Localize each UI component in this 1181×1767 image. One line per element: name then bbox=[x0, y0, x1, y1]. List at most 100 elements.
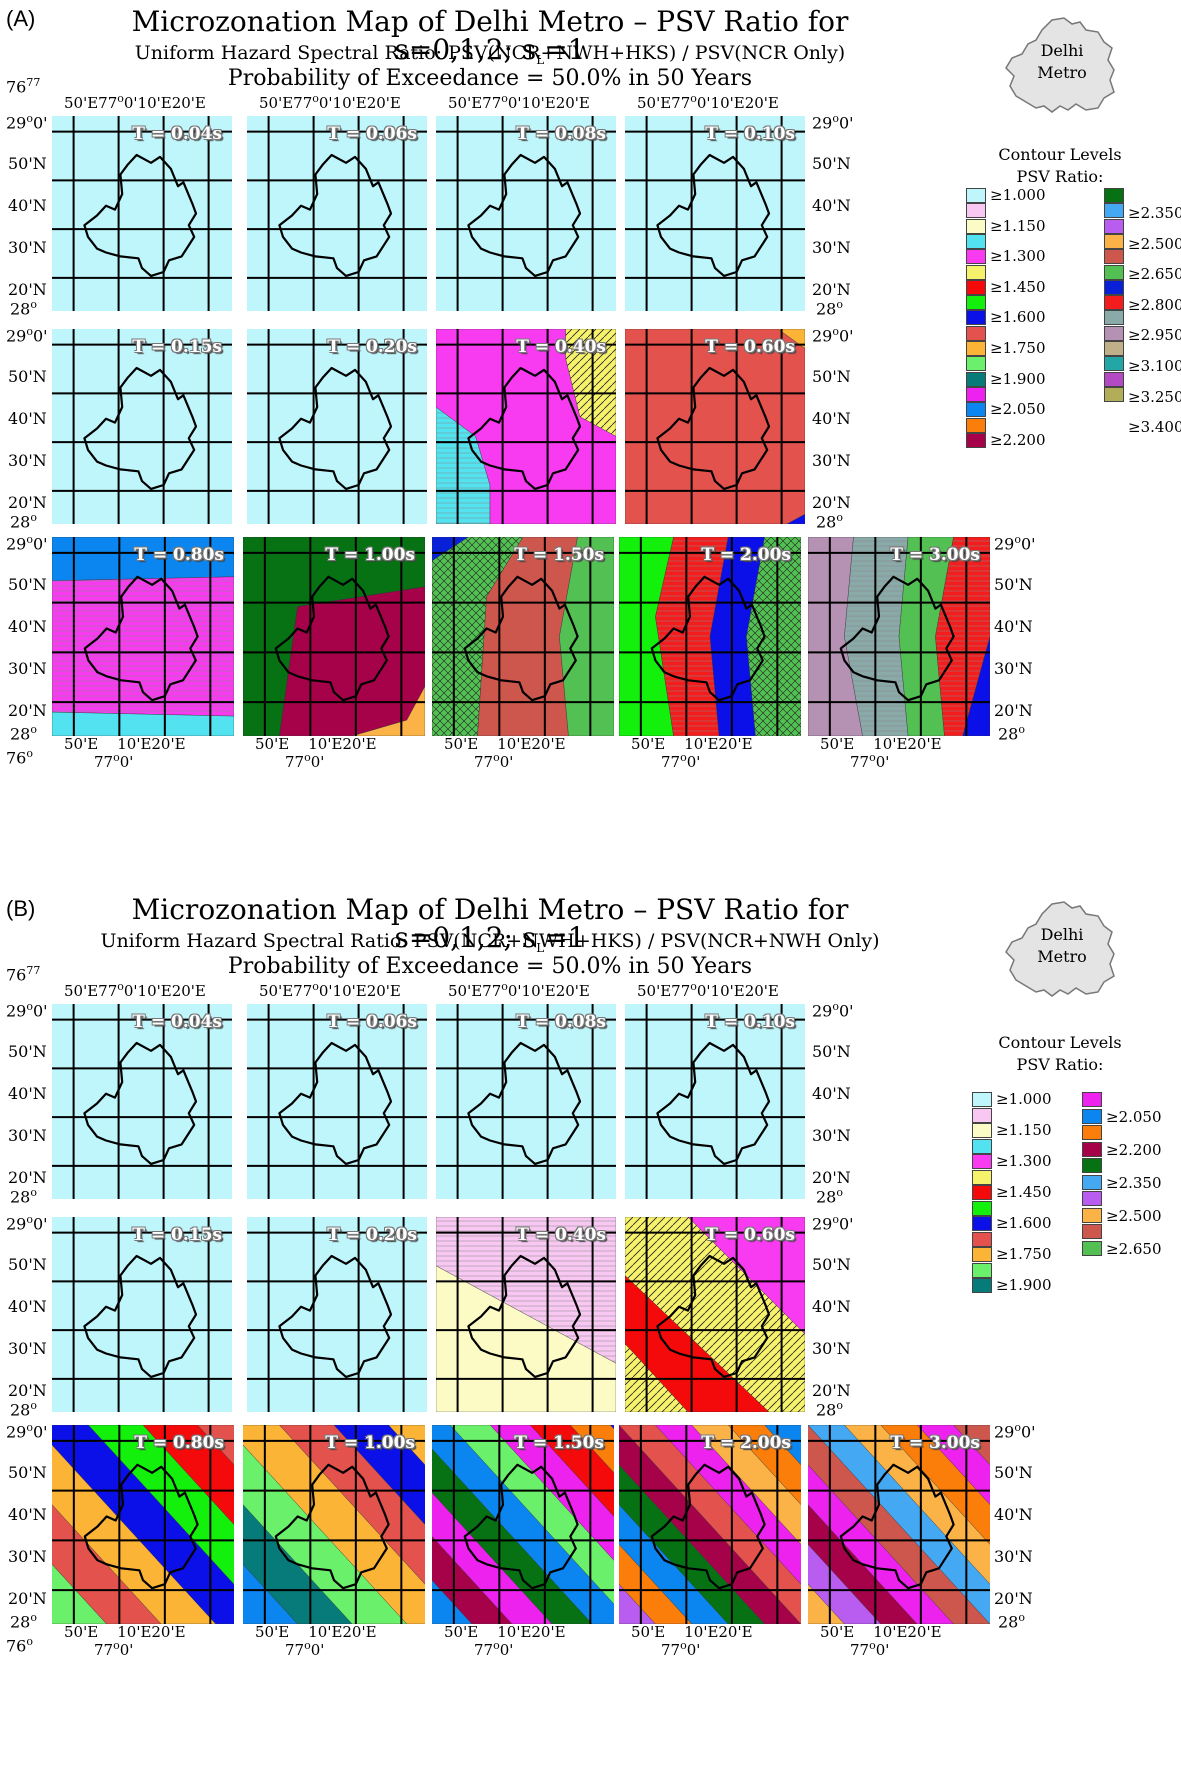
map-panel-8: T = 0.60s bbox=[625, 329, 805, 524]
coordinate-tick: 50'N bbox=[8, 154, 47, 173]
section-a-inset-label: Delhi Metro bbox=[1037, 41, 1087, 82]
map-panel-6: T = 0.20s bbox=[247, 329, 427, 524]
map-panel-3: T = 0.08s bbox=[436, 1004, 616, 1199]
coordinate-tick: 50'N bbox=[812, 1042, 851, 1061]
section-a-delhi-inset-icon bbox=[1005, 17, 1115, 113]
map-panel-5: T = 0.15s bbox=[52, 329, 232, 524]
delhi-boundary bbox=[839, 1463, 955, 1590]
contour-region bbox=[530, 1425, 614, 1517]
period-label: T = 0.06s bbox=[327, 124, 417, 144]
period-label: T = 1.00s bbox=[325, 545, 415, 565]
coordinate-tick: 50'E77o0'10'E20'E bbox=[448, 92, 590, 112]
legend-swatch bbox=[1104, 188, 1124, 203]
contour-region bbox=[352, 686, 425, 736]
legend-swatch bbox=[966, 203, 986, 219]
legend-swatch bbox=[966, 417, 986, 433]
delhi-boundary bbox=[656, 1041, 771, 1165]
contour-region bbox=[388, 1425, 425, 1466]
legend-label: ≥2.200 bbox=[990, 430, 1046, 449]
coordinate-tick: 50'E 10'E20'E bbox=[820, 1623, 942, 1641]
legend-swatch bbox=[1104, 249, 1124, 265]
map-panel-13-canvas bbox=[808, 537, 990, 736]
period-label: T = 2.00s bbox=[701, 1433, 791, 1453]
legend-swatch bbox=[966, 402, 986, 418]
legend-label: ≥1.600 bbox=[990, 308, 1046, 327]
coordinate-tick: 50'E77o0'10'E20'E bbox=[64, 980, 206, 1000]
map-background bbox=[625, 1004, 805, 1199]
legend-swatch bbox=[1082, 1125, 1102, 1140]
coordinate-tick: 50'E77o0'10'E20'E bbox=[259, 980, 401, 1000]
legend-swatch bbox=[966, 279, 986, 295]
coordinate-tick: 29o0' bbox=[812, 1000, 854, 1021]
map-panel-9: T = 0.80s bbox=[52, 1425, 234, 1624]
legend-label: ≥1.750 bbox=[996, 1245, 1052, 1263]
map-panel-10: T = 1.00s bbox=[243, 537, 425, 736]
legend-label: ≥1.900 bbox=[990, 369, 1046, 388]
legend-swatch bbox=[1082, 1224, 1102, 1239]
period-label: T = 0.15s bbox=[132, 1225, 222, 1245]
map-panel-8-canvas bbox=[625, 329, 805, 524]
delhi-boundary bbox=[278, 1041, 393, 1165]
map-panel-1: T = 0.04s bbox=[52, 116, 232, 311]
map-panel-9-canvas bbox=[52, 537, 234, 736]
map-panel-12: T = 2.00s bbox=[619, 537, 801, 736]
map-panel-8-canvas bbox=[625, 1217, 805, 1412]
legend-label: ≥1.300 bbox=[990, 247, 1046, 266]
map-panel-13-canvas bbox=[808, 1425, 990, 1624]
coordinate-tick: 30'N bbox=[812, 1339, 851, 1358]
contour-region bbox=[52, 537, 234, 582]
contour-hatch bbox=[436, 1217, 616, 1364]
legend-swatch bbox=[1082, 1141, 1102, 1157]
coordinate-tick: 50'N bbox=[8, 575, 47, 594]
map-panel-1-canvas bbox=[52, 116, 232, 311]
map-panel-4: T = 0.10s bbox=[625, 116, 805, 311]
map-background bbox=[247, 329, 427, 524]
coordinate-tick: 28o bbox=[10, 1611, 37, 1632]
coordinate-tick: 50'N bbox=[8, 1463, 47, 1482]
coordinate-tick: 28o bbox=[10, 1399, 37, 1420]
map-panel-11-canvas bbox=[432, 1425, 614, 1624]
coordinate-tick: 50'N bbox=[994, 575, 1033, 594]
legend-label: ≥1.150 bbox=[990, 216, 1046, 235]
legend-swatch bbox=[966, 295, 986, 311]
legend-swatch bbox=[1104, 356, 1124, 372]
map-panel-11-canvas bbox=[432, 537, 614, 736]
delhi-boundary bbox=[83, 1254, 198, 1378]
map-panel-11: T = 1.50s bbox=[432, 537, 614, 736]
period-label: T = 0.20s bbox=[327, 1225, 417, 1245]
legend-swatch bbox=[966, 264, 986, 280]
period-label: T = 3.00s bbox=[890, 1433, 980, 1453]
coordinate-tick: 29o0' bbox=[812, 1213, 854, 1234]
coordinate-tick: 20'N bbox=[8, 1168, 47, 1187]
coordinate-tick: 77o0' bbox=[850, 751, 890, 771]
coordinate-tick: 28o bbox=[10, 298, 37, 319]
legend-swatch bbox=[972, 1185, 992, 1200]
legend-label: ≥1.150 bbox=[996, 1121, 1052, 1139]
coordinate-tick: 20'N bbox=[994, 701, 1033, 720]
legend-swatch bbox=[966, 188, 986, 203]
period-label: T = 0.10s bbox=[705, 1012, 795, 1032]
contour-region bbox=[279, 586, 425, 736]
section-a-label: (A) bbox=[6, 6, 36, 31]
map-panel-2: T = 0.06s bbox=[247, 1004, 427, 1199]
coordinate-tick: 40'N bbox=[994, 617, 1033, 636]
coordinate-tick: 40'N bbox=[8, 617, 47, 636]
coordinate-tick: 77o0' bbox=[94, 1639, 134, 1659]
section-a-legend-title: Contour Levels PSV Ratio: bbox=[998, 145, 1122, 187]
contour-hatch bbox=[52, 576, 234, 717]
map-panel-6: T = 0.20s bbox=[247, 1217, 427, 1412]
coordinate-tick: 50'N bbox=[994, 1463, 1033, 1482]
legend-swatch bbox=[966, 310, 986, 326]
coordinate-tick: 50'N bbox=[8, 1255, 47, 1274]
contour-region bbox=[709, 537, 765, 736]
coordinate-tick: 30'N bbox=[812, 238, 851, 257]
coordinate-tick: 20'N bbox=[812, 280, 851, 299]
delhi-boundary bbox=[467, 1041, 582, 1165]
coordinate-tick: 30'N bbox=[8, 1339, 47, 1358]
legend-label: ≥2.500 bbox=[1128, 234, 1181, 253]
coordinate-tick: 30'N bbox=[812, 1126, 851, 1145]
legend-label: ≥1.450 bbox=[996, 1183, 1052, 1201]
coordinate-tick: 30'N bbox=[994, 1547, 1033, 1566]
map-background bbox=[52, 1217, 232, 1412]
legend-swatch bbox=[972, 1247, 992, 1262]
